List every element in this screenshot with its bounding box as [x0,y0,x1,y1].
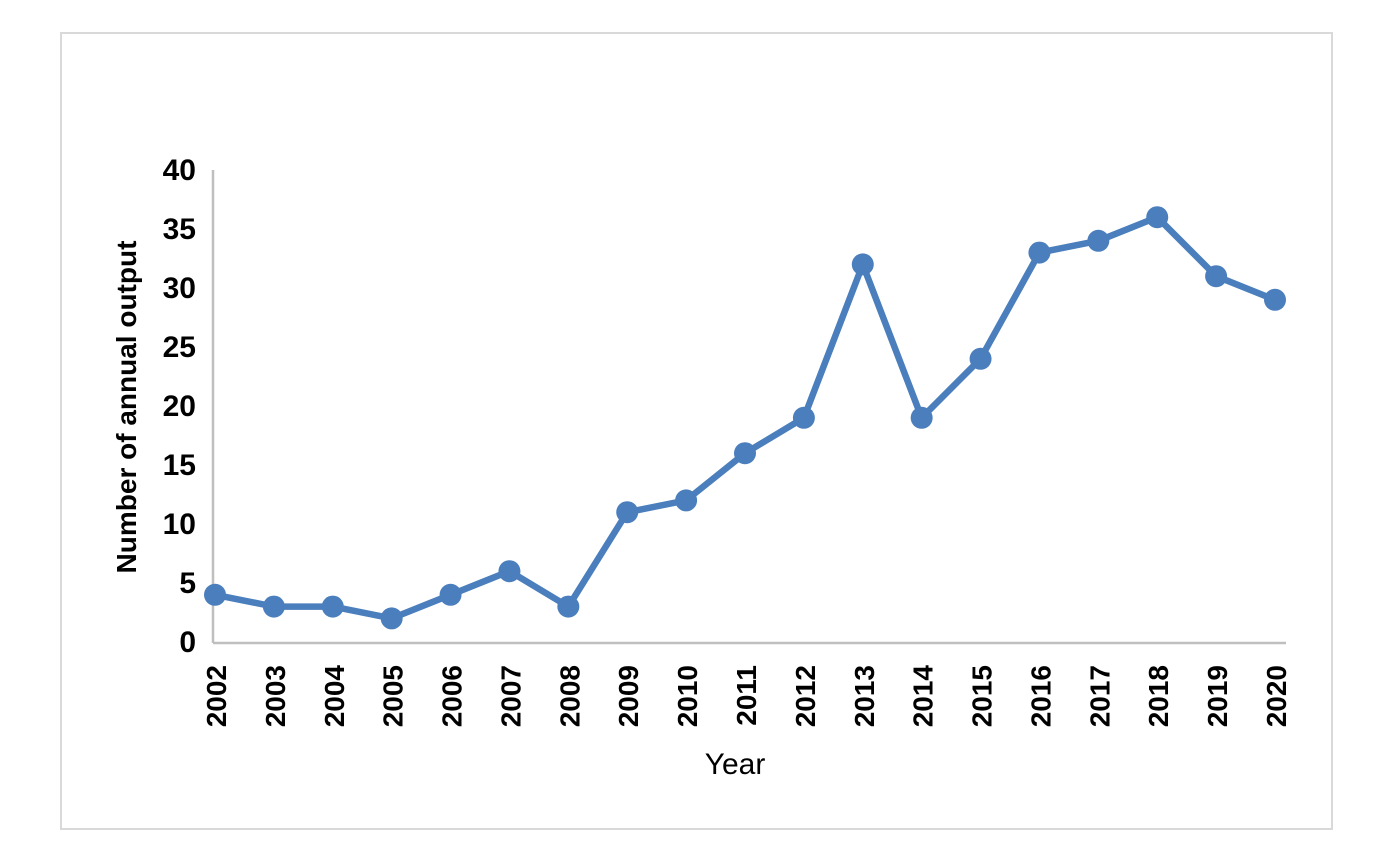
y-tick-label: 25 [163,331,196,364]
x-tick-label: 2005 [378,665,409,727]
x-tick-label: 2016 [1025,665,1056,727]
y-tick-label: 5 [179,567,196,600]
y-tick-label: 10 [163,508,196,541]
x-tick-label: 2011 [731,665,762,726]
x-tick-label: 2014 [908,665,939,728]
x-tick-label: 2008 [554,665,585,727]
chart-frame [60,32,1333,830]
data-point [262,595,285,618]
data-point [1264,288,1286,311]
data-point [910,406,933,429]
y-tick-label: 40 [163,154,196,187]
y-tick-label: 30 [163,272,196,305]
y-axis-title: Number of annual output [111,240,142,574]
data-point [616,501,639,524]
data-point [734,442,756,465]
x-tick-label: 2010 [672,665,703,727]
x-tick-label: 2007 [495,665,526,727]
x-tick-label: 2003 [260,665,291,727]
data-point [439,583,462,606]
data-point [851,253,874,276]
data-point [675,489,698,512]
series-line [211,213,1279,622]
y-tick-label: 15 [163,449,196,482]
y-tick-label: 0 [179,626,196,659]
x-tick-label: 2015 [967,665,998,727]
x-axis-title: Year [704,748,766,781]
x-tick-label: 2017 [1084,665,1115,727]
x-tick-label: 2019 [1202,665,1233,727]
y-tick-label: 35 [163,213,196,246]
x-tick-label: 2018 [1143,665,1174,727]
data-point [1205,265,1228,288]
data-point [792,406,815,429]
data-point [1087,229,1110,252]
x-tick-label: 2006 [437,665,468,727]
data-point [1028,241,1051,264]
data-point [1146,206,1169,229]
x-tick-label: 2013 [849,665,880,727]
x-tick-label: 2020 [1261,665,1292,727]
data-point [321,595,344,618]
data-point [969,347,992,370]
data-point [380,607,403,630]
data-point [498,560,521,583]
data-point [204,583,226,606]
x-tick-label: 2004 [319,665,350,728]
data-point [557,595,580,618]
x-tick-label: 2012 [790,665,821,727]
y-tick-label: 20 [163,390,196,423]
x-tick-label: 2002 [201,665,232,727]
x-tick-label: 2009 [613,665,644,727]
